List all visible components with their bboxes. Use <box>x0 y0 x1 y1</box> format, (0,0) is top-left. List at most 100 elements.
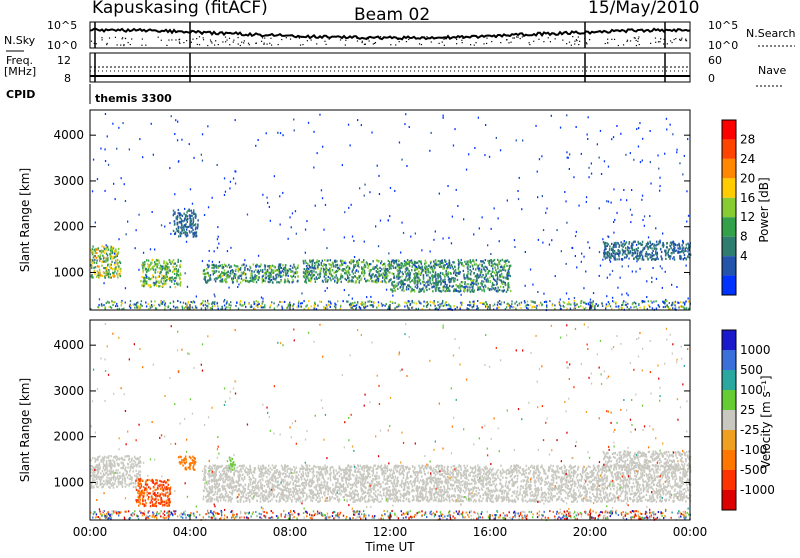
power-cell <box>476 275 478 277</box>
power-cell <box>377 268 379 270</box>
power-cell <box>574 303 575 305</box>
noise-search-dot <box>366 39 367 40</box>
power-cell <box>220 276 222 278</box>
velocity-cell <box>104 457 106 459</box>
power-cell <box>497 278 499 280</box>
power-cell <box>181 227 183 229</box>
power-cell <box>631 243 633 245</box>
power-cell <box>618 258 620 260</box>
power-cell <box>282 134 283 136</box>
power-cell <box>330 279 332 281</box>
noise-search-dot <box>191 42 192 43</box>
power-cell <box>268 281 270 283</box>
power-cell <box>498 217 499 219</box>
power-cell <box>392 301 393 303</box>
velocity-cell <box>169 501 171 503</box>
power-cell <box>266 132 267 134</box>
power-cell <box>427 281 429 283</box>
power-cell <box>433 271 435 273</box>
power-cell <box>254 271 256 273</box>
noise-search-dot <box>674 39 675 40</box>
power-cell <box>169 279 171 281</box>
power-cell <box>508 305 509 307</box>
power-cell <box>153 305 154 307</box>
power-cell <box>325 281 327 283</box>
power-cell <box>262 298 263 300</box>
velocity-cell <box>137 492 139 494</box>
velocity-cell <box>96 483 98 485</box>
power-cell <box>265 280 267 282</box>
power-cell <box>340 278 342 280</box>
power-cell <box>390 288 392 290</box>
noise-search-dot <box>244 40 245 41</box>
power-cell <box>500 276 502 278</box>
power-cell <box>230 272 232 274</box>
power-cell <box>644 306 645 308</box>
power-cell <box>379 267 381 269</box>
power-cell <box>569 153 570 155</box>
power-cell <box>670 124 671 126</box>
power-cell <box>649 241 651 243</box>
power-cell <box>489 264 491 266</box>
station-title: Kapuskasing (fitACF) <box>92 0 268 18</box>
power-cell <box>430 251 431 253</box>
power-cell <box>399 272 401 274</box>
power-cell <box>111 307 112 309</box>
power-cell <box>645 245 647 247</box>
power-cell <box>653 254 655 256</box>
power-cell <box>516 301 517 303</box>
power-cell <box>460 302 461 304</box>
power-cell <box>168 278 170 280</box>
power-cell <box>327 287 328 289</box>
power-cell <box>92 276 94 278</box>
power-cell <box>482 274 484 276</box>
power-cell <box>666 129 667 131</box>
power-cell <box>453 272 455 274</box>
velocity-cell <box>132 466 134 468</box>
power-cell <box>151 301 152 303</box>
power-cell <box>421 249 422 251</box>
power-cell <box>429 276 431 278</box>
power-cell <box>113 183 114 185</box>
power-cell <box>312 267 314 269</box>
noise-search-dot <box>299 38 300 39</box>
power-cell <box>643 259 645 261</box>
velocity-cell <box>120 467 122 469</box>
power-cell <box>110 248 112 250</box>
power-cell <box>575 306 576 308</box>
power-cell <box>569 303 570 305</box>
power-cell <box>355 265 357 267</box>
power-cell <box>635 256 637 258</box>
power-cell <box>207 264 209 266</box>
velocity-cell <box>232 458 234 460</box>
power-cell <box>507 200 508 202</box>
power-cell <box>220 265 222 267</box>
power-cell <box>615 242 617 244</box>
noise-search-dot <box>238 43 239 44</box>
power-cell <box>491 265 493 267</box>
power-cell <box>629 251 631 253</box>
power-cell <box>149 305 150 307</box>
noise-search-dot <box>324 41 325 42</box>
velocity-cell <box>161 493 163 495</box>
power-cell <box>503 286 505 288</box>
power-cell <box>92 251 94 253</box>
power-cell <box>500 286 502 288</box>
power-cell <box>535 125 536 127</box>
power-cell <box>262 278 264 280</box>
power-cell <box>169 260 171 262</box>
velocity-cell <box>141 483 143 485</box>
power-cell <box>686 247 688 249</box>
power-cell <box>401 265 403 267</box>
power-cell <box>104 252 106 254</box>
power-cell <box>174 277 176 279</box>
power-cell <box>254 276 256 278</box>
velocity-cell <box>168 484 170 486</box>
power-colorbar-label: Power [dB] <box>757 177 771 242</box>
power-cell <box>662 233 663 235</box>
power-cell <box>470 266 472 268</box>
power-cell <box>411 280 413 282</box>
velocity-cell <box>151 499 153 501</box>
velocity-cell <box>113 461 115 463</box>
power-cell <box>491 286 493 288</box>
